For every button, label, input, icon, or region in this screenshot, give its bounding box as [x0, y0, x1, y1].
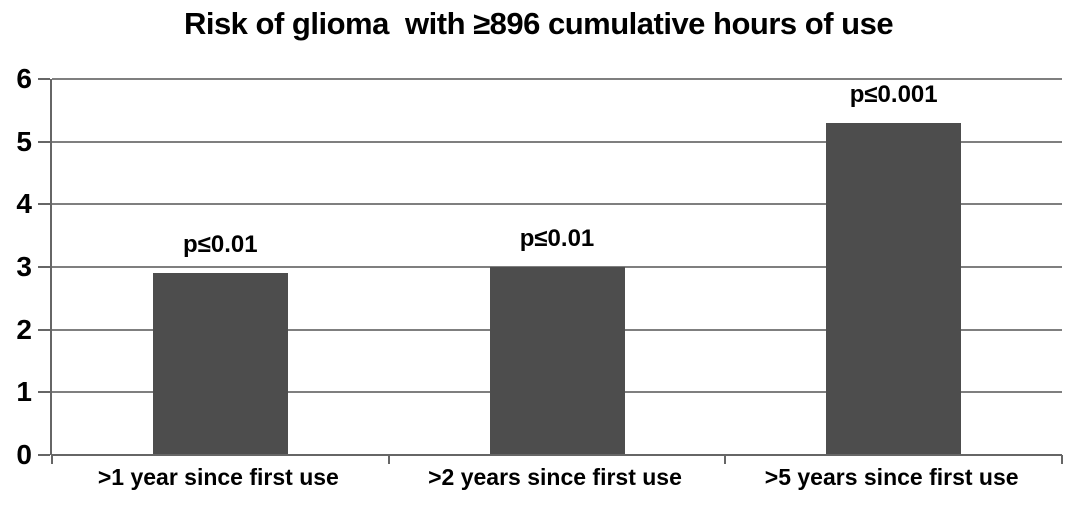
- y-tick-label-2: 2: [16, 313, 32, 345]
- p-value-label-3: p≤0.001: [849, 80, 938, 108]
- y-tick-label-1: 1: [16, 376, 32, 408]
- x-axis-line: [52, 454, 1062, 456]
- y-tick-mark-5: [38, 140, 50, 143]
- x-tick-mark-1: [387, 455, 390, 464]
- y-tick-mark-3: [38, 266, 50, 268]
- gridline-y4: [52, 203, 1062, 206]
- plot-area: 0 1 2 3 4 5 6 p≤0.01 p≤0.01 p≤0.001: [16, 65, 1063, 469]
- bar-1: p≤0.01: [152, 233, 288, 455]
- x-axis-labels: >1 year since first use >2 years since fi…: [50, 464, 1060, 491]
- bar-3: p≤0.001: [826, 82, 962, 455]
- y-tick-label-0: 0: [16, 439, 32, 470]
- gridline-y5: [52, 140, 1062, 143]
- gridline-y6: [52, 78, 1062, 80]
- y-tick-mark-6: [38, 78, 50, 80]
- bar-cell-3: p≤0.001: [725, 79, 1062, 455]
- x-tick-mark-3: [1061, 455, 1063, 464]
- y-tick-mark-4: [38, 203, 50, 206]
- x-tick-mark-2: [724, 455, 727, 464]
- y-tick-label-4: 4: [16, 188, 32, 220]
- category-label-1: >1 year since first use: [97, 464, 339, 490]
- y-tick-mark-2: [38, 328, 50, 331]
- p-value-label-2: p≤0.01: [519, 225, 595, 252]
- y-tick-label-3: 3: [16, 251, 32, 282]
- bar-2: p≤0.01: [489, 227, 625, 455]
- bar-cell-2: p≤0.01: [389, 79, 726, 455]
- y-tick-mark-0: [38, 454, 50, 456]
- bars-layer: p≤0.01 p≤0.01 p≤0.001: [52, 79, 1062, 455]
- y-tick-label-5: 5: [16, 125, 32, 157]
- p-value-label-1: p≤0.01: [183, 231, 258, 259]
- chart-title: Risk of glioma with ≥896 cumulative hour…: [183, 6, 894, 41]
- y-tick-label-6: 6: [16, 63, 32, 94]
- x-tick-mark-0: [51, 455, 53, 464]
- bar-cell-1: p≤0.01: [52, 79, 389, 455]
- y-tick-mark-1: [38, 391, 50, 394]
- category-label-2: >2 years since first use: [428, 464, 682, 490]
- category-label-3: >5 years since first use: [764, 464, 1019, 490]
